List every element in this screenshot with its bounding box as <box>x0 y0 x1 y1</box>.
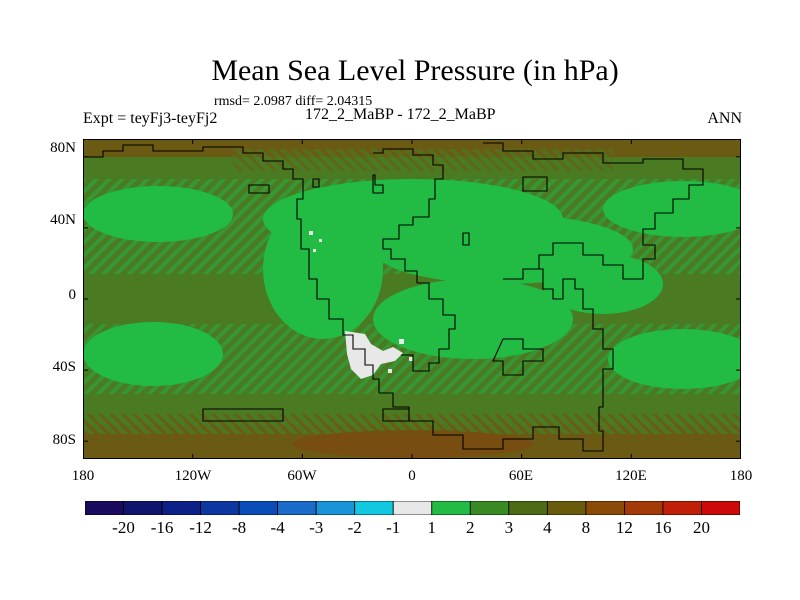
lon-label-180e: 180 <box>729 468 753 484</box>
colorbar-label: 4 <box>543 518 552 537</box>
colorbar-label: -4 <box>270 518 285 537</box>
case-label: 172_2_MaBP - 172_2_MaBP <box>305 106 496 123</box>
lon-label-120w: 120W <box>174 468 212 484</box>
colorbar-box <box>315 501 356 515</box>
stats-line: rmsd= 2.0987 diff= 2.04315 <box>214 94 373 109</box>
colorbar-box <box>200 501 240 515</box>
colorbar-label: 16 <box>654 518 672 537</box>
colorbar-label: 20 <box>692 518 710 537</box>
colorbar-box <box>85 501 124 515</box>
colorbar-box <box>662 501 702 515</box>
lon-label-120e: 120E <box>615 468 647 484</box>
colorbar-box <box>392 501 433 515</box>
colorbar-box <box>431 501 471 515</box>
coastlines <box>83 142 704 452</box>
neutral-patch <box>345 331 403 379</box>
lat-label-40n: 40N <box>50 212 76 228</box>
colorbar-box <box>277 501 317 515</box>
hatch-polar-north <box>233 149 613 171</box>
colorbar-label: 3 <box>504 518 514 537</box>
experiment-label: Expt = teyFj3-teyFj2 <box>83 110 218 127</box>
colorbar-label: -1 <box>386 518 401 537</box>
colorbar-label: -12 <box>189 518 212 537</box>
lat-label-80s: 80S <box>52 432 76 448</box>
colorbar-label: -2 <box>347 518 362 537</box>
colorbar-label: -16 <box>150 518 174 537</box>
colorbar-box <box>701 501 740 515</box>
colorbar-box <box>161 501 201 515</box>
colorbar-label: -20 <box>112 518 135 537</box>
hatch-polar-south <box>83 414 741 434</box>
colorbar-box <box>546 501 587 515</box>
colorbar-box <box>585 501 625 515</box>
lat-label-0: 0 <box>68 287 77 303</box>
colorbar-label: -8 <box>232 518 247 537</box>
colorbar-box <box>354 501 394 515</box>
colorbar-box <box>624 501 664 515</box>
lon-label-180w: 180 <box>71 468 95 484</box>
colorbar-label: 8 <box>581 518 591 537</box>
lat-label-80n: 80N <box>50 140 76 156</box>
plot-title: Mean Sea Level Pressure (in hPa) <box>211 54 619 87</box>
colorbar-label: 2 <box>466 518 475 537</box>
lon-label-0: 0 <box>408 468 416 484</box>
lon-label-60e: 60E <box>508 468 534 484</box>
colorbar-box <box>123 501 163 515</box>
polar-core-south <box>293 430 533 458</box>
lat-label-40s: 40S <box>52 359 76 375</box>
colorbar-label: 12 <box>615 518 633 537</box>
colorbar <box>85 501 740 515</box>
axis-ticks <box>83 139 741 459</box>
season-label: ANN <box>707 110 742 127</box>
colorbar-label: 1 <box>427 518 437 537</box>
colorbar-box <box>508 501 548 515</box>
pressure-map <box>83 139 741 459</box>
lon-label-60w: 60W <box>287 468 317 484</box>
colorbar-box <box>238 501 279 515</box>
neutral-dots <box>309 231 413 373</box>
colorbar-label: -3 <box>309 518 324 537</box>
colorbar-box <box>469 501 510 515</box>
